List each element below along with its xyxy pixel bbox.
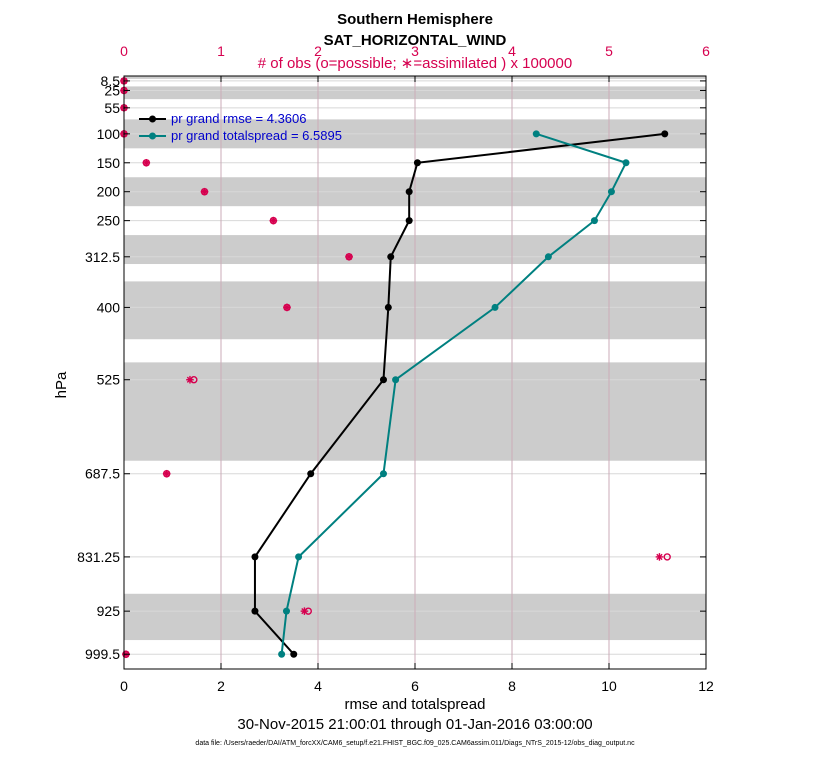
series-0-point-3 xyxy=(405,217,413,225)
obs-assimilated-10 xyxy=(162,469,171,478)
obs-assimilated-stroke-3 xyxy=(201,188,208,195)
x-axis-label: rmse and totalspread xyxy=(345,696,486,713)
series-0-point-1 xyxy=(413,159,421,167)
y-tick-label-11: 831.25 xyxy=(77,549,120,565)
top-tick-label-5: 5 xyxy=(605,43,613,59)
top-tick-label-1: 1 xyxy=(217,43,225,59)
obs-assimilated-stroke-3 xyxy=(163,470,170,477)
series-1-point-1 xyxy=(622,159,630,167)
chart-subtitle: SAT_HORIZONTAL_WIND xyxy=(324,32,507,49)
data-file-footnote: data file: /Users/raeder/DAI/ATM_forcXX/… xyxy=(195,740,635,747)
obs-assimilated-12 xyxy=(300,607,309,615)
y-tick-label-3: 100 xyxy=(97,126,121,142)
obs-assimilated-stroke-3 xyxy=(270,217,277,224)
series-1-point-3 xyxy=(590,217,598,225)
obs-assimilated-11 xyxy=(655,553,664,561)
x-axis-ticks: 0 2 4 6 8 10 12 xyxy=(120,76,714,694)
legend-rmse-marker xyxy=(149,115,156,123)
y-axis-label: hPa xyxy=(53,371,70,398)
series-1-point-8 xyxy=(295,553,303,561)
y-tick-label-1: 25 xyxy=(104,82,120,98)
y-tick-label-13: 999.5 xyxy=(85,646,120,662)
x-tick-label-3: 6 xyxy=(411,678,419,694)
series-0-point-7 xyxy=(307,470,315,478)
obs-assimilated-stroke-3 xyxy=(283,304,291,311)
legend-spread-label: pr grand totalspread = 6.5895 xyxy=(171,128,342,143)
top-tick-label-2: 2 xyxy=(314,43,322,59)
chart-title: Southern Hemisphere xyxy=(337,11,493,28)
y-tick-label-6: 250 xyxy=(97,213,121,229)
series-1-point-0 xyxy=(532,130,540,138)
obs-assimilated-stroke-3 xyxy=(186,376,194,383)
series-1-point-6 xyxy=(392,376,400,384)
y-tick-label-5: 200 xyxy=(97,184,121,200)
series-1-point-4 xyxy=(544,253,552,261)
x-tick-label-5: 10 xyxy=(601,678,617,694)
series-0-point-0 xyxy=(661,130,669,138)
x-tick-label-1: 2 xyxy=(217,678,225,694)
date-range: 30-Nov-2015 21:00:01 through 01-Jan-2016… xyxy=(237,716,592,733)
series-1-point-9 xyxy=(282,607,290,615)
obs-assimilated-stroke-3 xyxy=(143,159,150,166)
series-1-point-5 xyxy=(491,303,499,311)
obs-possible-11 xyxy=(663,553,671,561)
y-tick-label-12: 925 xyxy=(97,603,121,619)
y-tick-label-4: 150 xyxy=(97,155,121,171)
top-tick-label-6: 6 xyxy=(702,43,710,59)
y-tick-label-7: 312.5 xyxy=(85,249,120,265)
series-0-point-4 xyxy=(387,253,395,261)
y-tick-label-8: 400 xyxy=(97,299,121,315)
obs-assimilated-5 xyxy=(200,187,209,196)
top-tick-label-0: 0 xyxy=(120,43,128,59)
y-tick-label-9: 525 xyxy=(97,372,121,388)
obs-assimilated-8 xyxy=(283,303,291,312)
series-0-point-6 xyxy=(379,376,387,384)
series-0-point-9 xyxy=(251,607,259,615)
series-1-point-2 xyxy=(607,188,615,196)
legend-rmse-label: pr grand rmse = 4.3606 xyxy=(171,111,307,126)
top-tick-label-4: 4 xyxy=(508,43,516,59)
y-tick-label-0: 8.5 xyxy=(101,73,121,89)
series-0-point-5 xyxy=(384,303,392,311)
x-tick-label-0: 0 xyxy=(120,678,128,694)
legend: pr grand rmse = 4.3606 pr grand totalspr… xyxy=(139,111,342,143)
y-axis-ticks: 8.525 55 100 150 200 250 312.5 400 525 687.5 831.2… xyxy=(77,73,706,662)
series-lines xyxy=(251,130,669,658)
obs-assimilated-9 xyxy=(186,375,194,384)
top-axis-ticks: 0 1 2 3 4 5 6 xyxy=(120,43,710,59)
obs-assimilated-7 xyxy=(345,252,353,261)
series-0-point-10 xyxy=(290,650,298,658)
series-1-point-10 xyxy=(278,650,286,658)
obs-assimilated-stroke-3 xyxy=(301,607,308,615)
obs-assimilated-4 xyxy=(142,158,151,167)
series-0-point-2 xyxy=(405,188,413,196)
top-tick-label-3: 3 xyxy=(411,43,419,59)
obs-assimilated-stroke-3 xyxy=(656,553,663,561)
top-axis-label: # of obs (o=possible; ∗=assimilated ) x … xyxy=(258,55,572,72)
series-0-point-8 xyxy=(251,553,259,561)
x-tick-label-2: 4 xyxy=(314,678,322,694)
x-tick-label-4: 8 xyxy=(508,678,516,694)
legend-spread-marker xyxy=(149,132,156,140)
series-1-point-7 xyxy=(379,470,387,478)
y-tick-label-2: 55 xyxy=(104,100,120,116)
obs-assimilated-6 xyxy=(269,216,278,225)
x-tick-label-6: 12 xyxy=(698,678,714,694)
y-tick-label-10: 687.5 xyxy=(85,466,120,482)
obs-assimilated-stroke-3 xyxy=(345,253,353,260)
